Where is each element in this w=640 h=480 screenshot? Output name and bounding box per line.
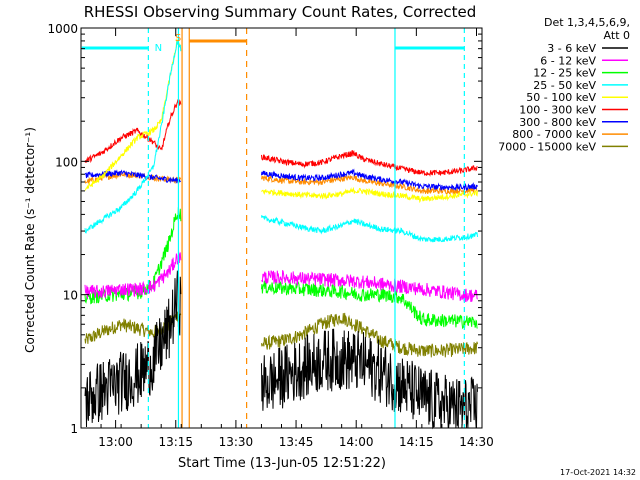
legend-label: 100 - 300 keV [519, 104, 596, 117]
legend-label: 12 - 25 keV [533, 67, 596, 80]
series-line-7000-15000kev-part-2 [261, 312, 478, 358]
x-tick-label: 13:30 [219, 435, 254, 449]
legend-label: 3 - 6 keV [547, 42, 596, 55]
legend-label: 300 - 800 keV [519, 116, 596, 129]
x-tick-label: 13:45 [279, 435, 314, 449]
series-line-50-100kev-part-1 [84, 37, 182, 191]
legend-header-line-2: Att 0 [604, 29, 630, 42]
series-line-100-300kev-part-1 [84, 99, 182, 164]
legend-label: 800 - 7000 keV [512, 128, 596, 141]
series-line-3-6kev-part-1 [84, 270, 182, 428]
x-axis-label: Start Time (13-Jun-05 12:51:22) [178, 456, 386, 471]
series-line-300-800kev-part-2 [261, 168, 478, 192]
series-line-25-50kev-part-2 [261, 215, 478, 243]
legend-header-line-1: Det 1,3,4,5,6,9, [544, 16, 630, 29]
night-flag-label: N [155, 43, 162, 54]
x-tick-label: 14:00 [339, 435, 374, 449]
series-line-100-300kev-part-2 [261, 149, 478, 177]
footer-date: 17-Oct-2021 14:32 [560, 468, 636, 477]
series-line-6-12kev-part-1 [84, 251, 182, 299]
y-tick-label: 1000 [47, 22, 78, 36]
y-tick-label: 100 [55, 155, 78, 169]
series-line-300-800kev-part-1 [84, 169, 181, 184]
legend-label: 50 - 100 keV [526, 91, 596, 104]
y-axis-label: Corrected Count Rate (s⁻¹ detector⁻¹) [23, 127, 37, 353]
series-line-6-12kev-part-2 [261, 269, 478, 303]
series-line-3-6kev-part-2 [261, 328, 478, 430]
chart-title: RHESSI Observing Summary Count Rates, Co… [84, 3, 477, 21]
x-tick-label: 14:15 [399, 435, 434, 449]
x-tick-label: 13:00 [98, 435, 133, 449]
y-tick-label: 10 [63, 289, 78, 303]
saa-flag-label: S [175, 33, 181, 44]
series-line-25-50kev-part-1 [84, 41, 182, 234]
x-tick-label: 14:30 [459, 435, 494, 449]
series-line-50-100kev-part-2 [261, 186, 478, 204]
legend-label: 7000 - 15000 keV [498, 140, 596, 153]
plot-frame [80, 27, 483, 429]
x-tick-label: 13:15 [158, 435, 193, 449]
y-tick-label: 1 [70, 422, 78, 436]
legend-label: 6 - 12 keV [540, 54, 596, 67]
legend-label: 25 - 50 keV [533, 79, 596, 92]
